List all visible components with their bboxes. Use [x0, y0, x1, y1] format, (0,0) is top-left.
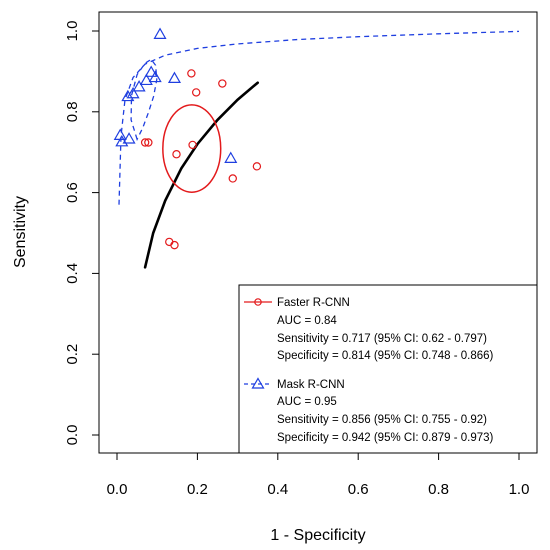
legend-specificity-faster-rcnn: Specificity = 0.814 (95% CI: 0.748 - 0.8…	[277, 350, 494, 362]
legend: Faster R-CNN AUC = 0.84 Sensitivity = 0.…	[238, 284, 538, 454]
faster-rcnn-point	[140, 138, 150, 147]
y-tick-label: 1.0	[64, 21, 81, 42]
faster-rcnn-point	[188, 140, 197, 150]
x-tick-label: 0.4	[267, 481, 288, 498]
legend-sensitivity-faster-rcnn: Sensitivity = 0.717 (95% CI: 0.62 - 0.79…	[277, 333, 487, 345]
mask-rcnn-point	[144, 65, 158, 77]
faster-rcnn-confidence-region	[162, 104, 222, 193]
faster-rcnn-point	[191, 88, 201, 97]
legend-specificity-mask-rcnn: Specificity = 0.942 (95% CI: 0.879 - 0.9…	[277, 432, 494, 444]
mask-rcnn-point	[122, 132, 136, 144]
x-tick-label: 0.2	[187, 481, 208, 498]
legend-marker-mask-rcnn	[251, 377, 265, 389]
faster-rcnn-point	[252, 162, 262, 171]
mask-rcnn-point	[139, 73, 153, 86]
legend-auc-faster-rcnn: AUC = 0.84	[277, 315, 337, 327]
y-tick-label: 0.0	[64, 425, 81, 446]
legend-label-mask-rcnn: Mask R-CNN	[277, 379, 345, 391]
y-axis-title: Sensitivity	[12, 196, 29, 268]
legend-auc-mask-rcnn: AUC = 0.95	[277, 396, 337, 408]
faster-rcnn-point	[228, 174, 237, 183]
mask-rcnn-point	[115, 134, 129, 147]
mask-rcnn-point	[126, 86, 140, 99]
x-tick-label: 1.0	[509, 481, 530, 498]
x-axis: 0.0 0.2 0.4 0.6 0.8 1.0	[107, 452, 530, 498]
mask-rcnn-confidence-region	[130, 58, 158, 142]
x-tick-label: 0.6	[348, 481, 369, 498]
y-tick-label: 0.4	[64, 263, 81, 284]
mask-rcnn-point	[121, 89, 135, 102]
legend-marker-faster-rcnn	[254, 298, 262, 306]
y-tick-label: 0.2	[64, 344, 81, 365]
y-tick-label: 0.6	[64, 182, 81, 203]
faster-rcnn-point	[218, 79, 227, 88]
x-axis-title: 1 - Specificity	[270, 527, 365, 544]
mask-rcnn-sroc-curve	[118, 30, 520, 205]
faster-rcnn-point	[144, 138, 153, 147]
legend-sensitivity-mask-rcnn: Sensitivity = 0.856 (95% CI: 0.755 - 0.9…	[277, 414, 487, 426]
faster-rcnn-point	[187, 69, 196, 78]
mask-rcnn-point	[167, 71, 182, 83]
x-tick-label: 0.8	[428, 481, 449, 498]
faster-rcnn-point	[172, 150, 181, 159]
y-axis: 0.0 0.2 0.4 0.6 0.8 1.0	[64, 21, 100, 446]
legend-label-faster-rcnn: Faster R-CNN	[277, 297, 350, 309]
mask-rcnn-point	[148, 70, 162, 83]
mask-rcnn-point	[132, 80, 146, 92]
faster-rcnn-point	[165, 237, 174, 247]
legend-box	[238, 284, 538, 454]
mask-rcnn-point	[224, 151, 238, 163]
faster-rcnn-sroc-curve	[143, 81, 259, 269]
faster-rcnn-point	[170, 240, 179, 250]
y-tick-label: 0.8	[64, 101, 81, 122]
chart-marks	[113, 27, 520, 269]
mask-rcnn-point	[153, 27, 167, 39]
x-tick-label: 0.0	[107, 481, 128, 498]
